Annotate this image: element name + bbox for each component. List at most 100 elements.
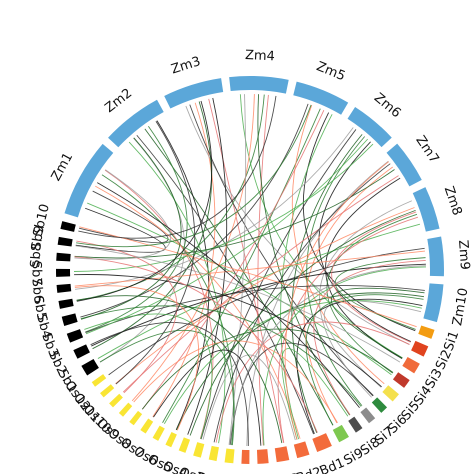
synteny-link	[115, 121, 196, 385]
chromosome-arc-os1	[224, 448, 235, 464]
chromosome-label-zm6: Zm6	[371, 90, 404, 121]
synteny-link	[76, 104, 312, 248]
chromosome-arc-zm5	[293, 81, 349, 115]
chromosome-arc-bd4	[256, 449, 269, 464]
synteny-link	[92, 101, 212, 350]
synteny-link	[291, 105, 385, 385]
synteny-link	[319, 200, 412, 398]
synteny-link	[122, 175, 399, 393]
chromosome-arc-sb1	[81, 358, 99, 376]
synteny-link	[228, 94, 247, 445]
synteny-link	[141, 328, 394, 410]
chromosome-arc-zm6	[347, 106, 392, 148]
synteny-link	[74, 274, 382, 388]
synteny-link	[281, 348, 349, 440]
synteny-link	[326, 213, 418, 374]
chromosome-arc-sb2	[73, 344, 90, 359]
chromosome-arc-si6	[371, 397, 388, 413]
chromosome-label-zm5: Zm5	[314, 59, 347, 84]
synteny-link	[200, 129, 357, 440]
synteny-link	[115, 207, 415, 384]
chromosome-arc-sb3	[66, 329, 84, 343]
chromosome-arc-os8	[129, 410, 143, 426]
chromosome-arc-os5	[165, 431, 177, 448]
synteny-link	[78, 95, 277, 239]
synteny-link	[76, 240, 178, 394]
chromosome-arc-bd3	[274, 446, 290, 463]
synteny-link	[74, 256, 318, 433]
chromosome-arc-si3	[402, 356, 420, 374]
synteny-link	[152, 102, 216, 417]
chromosome-arc-zm3	[164, 78, 224, 109]
synteny-link	[213, 163, 391, 443]
synteny-link	[257, 94, 351, 416]
chromosome-arc-si9	[332, 424, 349, 443]
chromosome-label-sb10: Sb10	[31, 203, 53, 239]
synteny-link	[133, 340, 338, 423]
chromosome-label-sb5: Sb5	[30, 295, 49, 322]
synteny-link	[97, 182, 360, 409]
chromosome-arc-sb5	[58, 298, 74, 309]
synteny-link	[185, 105, 410, 345]
synteny-link	[75, 127, 354, 290]
synteny-link	[136, 134, 314, 435]
chromosome-arc-si4	[392, 372, 410, 388]
chromosome-arc-si8	[348, 416, 363, 433]
chromosome-label-zm7: Zm7	[412, 133, 441, 166]
chromosome-arc-bd1	[312, 433, 332, 452]
chromosome-arc-os7	[140, 418, 154, 434]
chromosome-label-sb8: Sb8	[28, 243, 45, 269]
chromosome-label-zm10: Zm10	[450, 287, 471, 327]
synteny-link	[79, 226, 417, 328]
synteny-link	[280, 114, 333, 440]
chromosome-arc-sb7	[56, 268, 71, 277]
synteny-link	[80, 103, 309, 318]
synteny-link	[85, 284, 425, 333]
chromosome-label-os3: Os3	[177, 465, 205, 474]
chromosome-arc-zm2	[108, 99, 164, 148]
chromosome-arc-si7	[360, 407, 376, 424]
synteny-link	[76, 295, 283, 444]
synteny-link	[74, 285, 199, 431]
synteny-link	[323, 300, 422, 388]
synteny-link	[202, 354, 296, 441]
synteny-link	[142, 110, 325, 410]
chromosome-arc-bd5	[241, 449, 250, 464]
synteny-link	[85, 126, 188, 333]
chromosome-label-os2: Os2	[195, 470, 223, 474]
chromosome-arc-si2	[411, 340, 429, 357]
synteny-link	[108, 247, 425, 376]
chromosome-label-zm8: Zm8	[441, 184, 465, 217]
synteny-link	[74, 169, 395, 259]
synteny-link	[246, 160, 389, 446]
chromosome-arc-os12	[91, 374, 107, 387]
chromosome-arc-os11	[100, 384, 115, 398]
chromosome-label-zm3: Zm3	[169, 54, 202, 77]
chromosome-arc-sb10	[60, 221, 76, 232]
synteny-link	[187, 97, 228, 435]
chromosome-arc-si1	[418, 325, 435, 339]
chromosome-arc-sb4	[61, 313, 78, 326]
synteny-link	[330, 287, 425, 359]
chromosome-label-zm4: Zm4	[245, 48, 276, 64]
chromosome-label-zm1: Zm1	[49, 150, 77, 183]
chromosome-arc-os6	[152, 425, 165, 441]
chromosome-arc-sb6	[56, 283, 72, 293]
synteny-link	[215, 321, 410, 443]
chromosome-arc-os2	[208, 445, 219, 462]
chromosome-ring	[56, 75, 444, 464]
synteny-link	[257, 94, 269, 446]
chromosome-label-bd2: Bd2	[295, 465, 324, 474]
synteny-link	[99, 329, 235, 446]
synteny-link	[318, 141, 411, 342]
synteny-link	[291, 134, 363, 434]
synteny-link	[80, 137, 182, 320]
synteny-link	[95, 185, 301, 439]
chromosome-arc-sb8	[56, 252, 71, 262]
synteny-link	[91, 263, 426, 347]
chromosome-label-si1: Si1	[441, 329, 462, 353]
chromosome-label-zm9: Zm9	[455, 240, 472, 271]
chromosome-arc-bd2	[293, 441, 310, 459]
synteny-link	[87, 202, 392, 376]
